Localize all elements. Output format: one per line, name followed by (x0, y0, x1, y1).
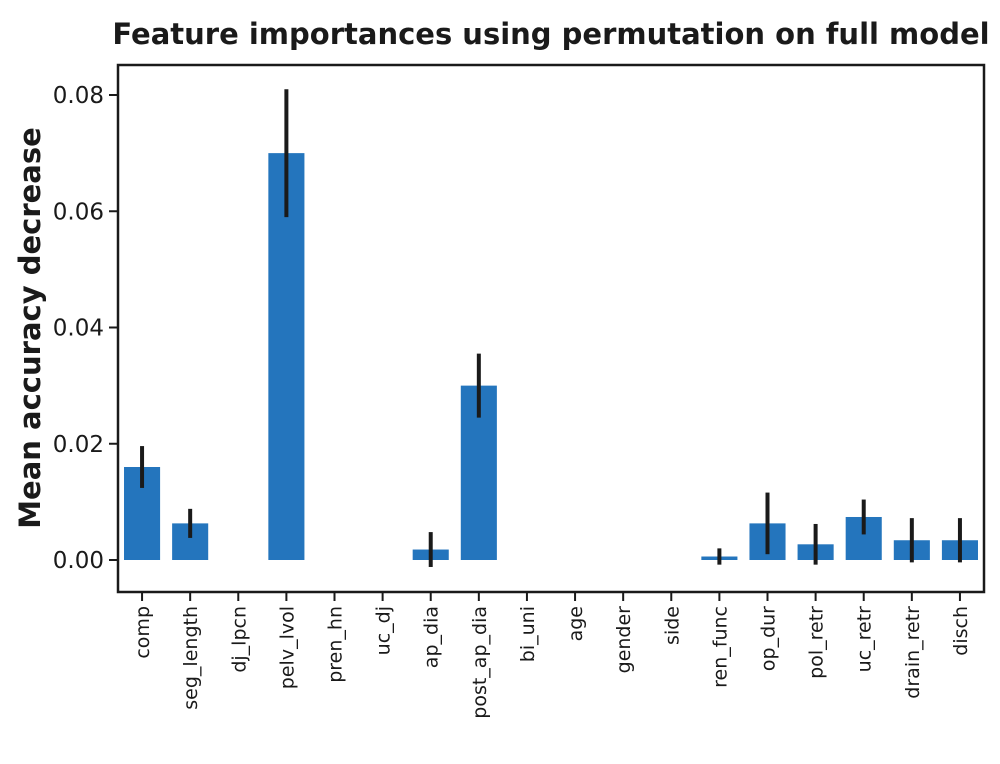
y-tick-label: 0.08 (53, 83, 104, 109)
x-tick-label: dj_lpcn (228, 606, 250, 673)
x-tick-label: drain_retr (902, 606, 924, 699)
x-tick-label: bi_uni (517, 606, 539, 662)
x-tick-label: gender (613, 606, 635, 674)
x-tick-label: uc_retr (854, 606, 876, 673)
plot-area: 0.00 0.02 0.04 0.06 0.08 comp seg_length dj_lpc… (53, 63, 986, 719)
x-tick-label: pelv_lvol (276, 606, 298, 689)
x-tick-label: side (661, 606, 683, 645)
plot-frame (116, 63, 986, 594)
x-tick-label: post_ap_dia (469, 606, 491, 719)
chart-title: Feature importances using permutation on… (112, 17, 989, 51)
bar-pelv_lvol (268, 153, 305, 560)
x-tick-label: ap_dia (421, 606, 443, 668)
x-tick-label: uc_dj (373, 606, 395, 655)
x-tick-label: comp (132, 606, 154, 659)
x-tick-label: pren_hn (325, 606, 347, 683)
x-tick-label: op_dur (758, 606, 780, 671)
x-tick-label: ren_func (709, 606, 731, 688)
y-axis-label: Mean accuracy decrease (13, 127, 47, 529)
y-tick-label: 0.04 (53, 316, 104, 342)
x-tick-label: disch (950, 606, 972, 656)
x-tick-label: pol_retr (806, 606, 828, 679)
x-tick-label: age (565, 606, 587, 641)
y-tick-label: 0.00 (53, 548, 104, 574)
y-tick-label: 0.06 (53, 199, 104, 225)
y-tick-label: 0.02 (53, 432, 104, 458)
x-tick-label: seg_length (180, 606, 202, 710)
